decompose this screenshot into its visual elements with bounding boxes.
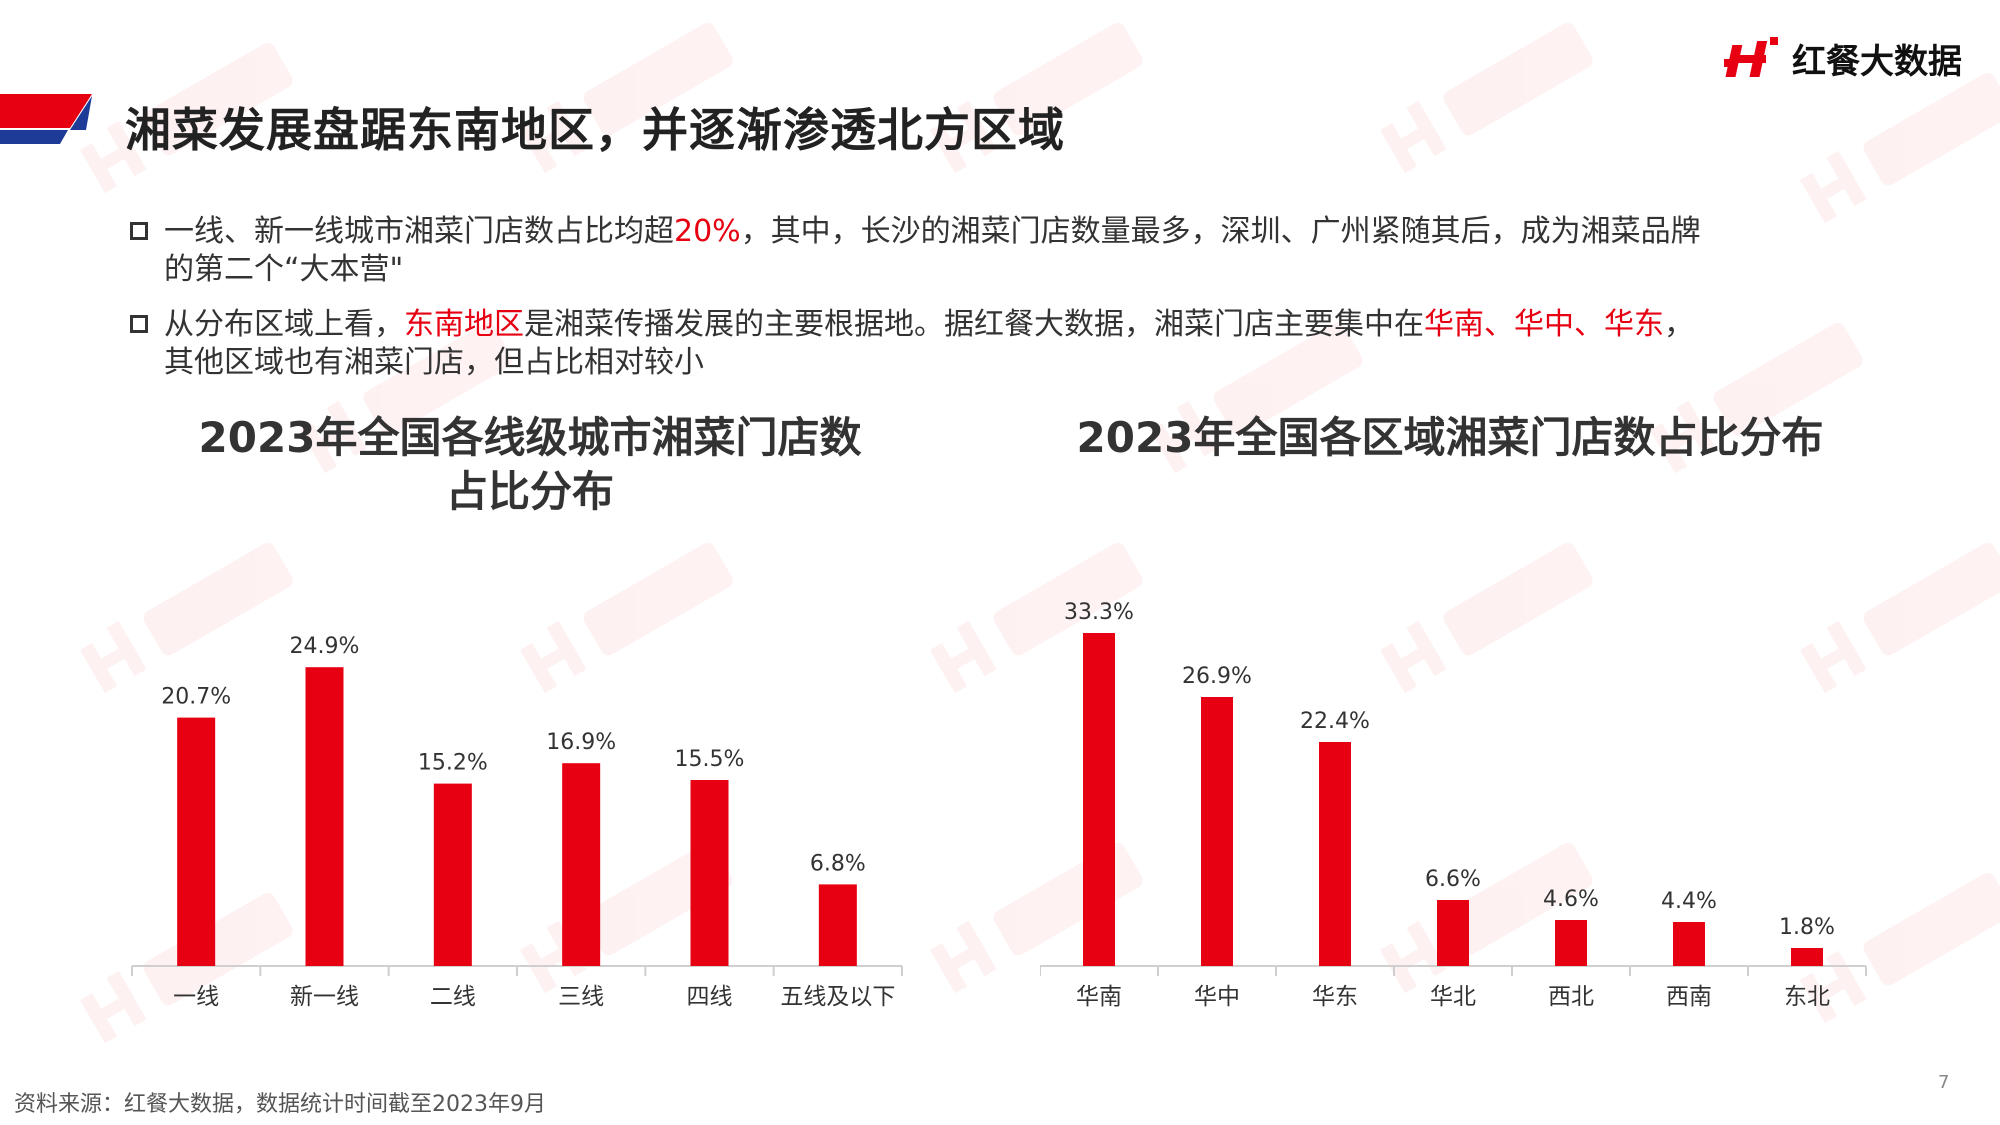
category-label: 西北 (1548, 984, 1594, 1010)
data-label: 6.6% (1425, 867, 1481, 892)
bar-华中 (1201, 697, 1233, 966)
bar-西南 (1673, 922, 1705, 966)
data-label: 1.8% (1779, 915, 1835, 940)
category-label: 东北 (1784, 984, 1830, 1010)
data-label: 15.5% (675, 747, 745, 772)
category-label: 四线 (687, 984, 733, 1010)
logo-mark-icon (1724, 36, 1778, 77)
highlight-20-percent: 20% (674, 214, 741, 249)
data-label: 22.4% (1300, 709, 1370, 734)
bullet-1-line-1: 一线、新一线城市湘菜门店数占比均超20%，其中，长沙的湘菜门店数量最多，深圳、广… (164, 214, 1701, 249)
chart-2-title: 2023年全国各区域湘菜门店数占比分布 (1076, 413, 1824, 462)
data-label: 16.9% (546, 730, 616, 755)
watermark-mark (1380, 22, 1593, 174)
category-label: 三线 (558, 984, 604, 1010)
data-label: 26.9% (1182, 664, 1252, 689)
bullet-1-line-2: 的第二个“大本营" (164, 252, 404, 287)
category-label: 一线 (173, 984, 219, 1010)
category-label: 五线及以下 (780, 984, 895, 1010)
data-label: 20.7% (161, 685, 231, 710)
chart-1-title: 2023年全国各线级城市湘菜门店数 占比分布 (198, 413, 862, 516)
bar-华南 (1083, 633, 1115, 966)
bar-三线 (562, 763, 601, 966)
category-label: 西南 (1666, 984, 1712, 1010)
data-label: 6.8% (810, 851, 866, 876)
logo-text: 红餐大数据 (1792, 42, 1962, 82)
data-label: 15.2% (418, 751, 488, 776)
bullet-square-icon (130, 222, 148, 240)
category-label: 华中 (1194, 984, 1240, 1010)
highlight-regions: 华南、华中、华东 (1424, 307, 1664, 342)
bar-华东 (1319, 742, 1351, 966)
chart-1-city-tier-bars: 20.7% 一线 24.9% 新一线 15.2% 二线 16.9% 三线 15.5% 四线 6.8%… (131, 634, 903, 1010)
category-label: 新一线 (290, 984, 359, 1010)
category-label: 华南 (1076, 984, 1122, 1010)
page-number: 7 (1938, 1072, 1950, 1093)
brand-logo: 红餐大数据 (1724, 34, 1962, 83)
bar-华北 (1437, 900, 1469, 966)
data-label: 4.4% (1661, 889, 1717, 914)
chart-2-region-bars: 33.3% 华南 26.9% 华中 22.4% 华东 6.6% 华北 4.6% 西北 4.4% 西南 1… (1040, 600, 1867, 1010)
watermark-mark (1800, 72, 2000, 224)
data-label: 24.9% (290, 634, 360, 659)
bar-五线及以下 (818, 884, 857, 966)
highlight-southeast: 东南地区 (404, 307, 524, 342)
page-title: 湘菜发展盘踞东南地区，并逐渐渗透北方区域 (125, 103, 1065, 157)
bar-西北 (1555, 920, 1587, 966)
bar-一线 (177, 717, 216, 966)
source-note: 资料来源：红餐大数据，数据统计时间截至2023年9月 (14, 1092, 546, 1117)
bar-四线 (690, 780, 729, 966)
bullet-2-line-2: 其他区域也有湘菜门店，但占比相对较小 (164, 345, 704, 380)
bar-二线 (433, 783, 472, 966)
data-label: 33.3% (1064, 600, 1134, 625)
category-label: 二线 (430, 984, 476, 1010)
bar-东北 (1791, 948, 1823, 966)
data-label: 4.6% (1543, 887, 1599, 912)
title-accent-icon (0, 94, 92, 144)
bullet-2-line-1: 从分布区域上看，东南地区是湘菜传播发展的主要根据地。据红餐大数据，湘菜门店主要集… (164, 307, 1694, 342)
bar-新一线 (305, 667, 344, 966)
bullet-square-icon (130, 315, 148, 333)
category-label: 华北 (1430, 984, 1476, 1010)
category-label: 华东 (1312, 984, 1358, 1010)
